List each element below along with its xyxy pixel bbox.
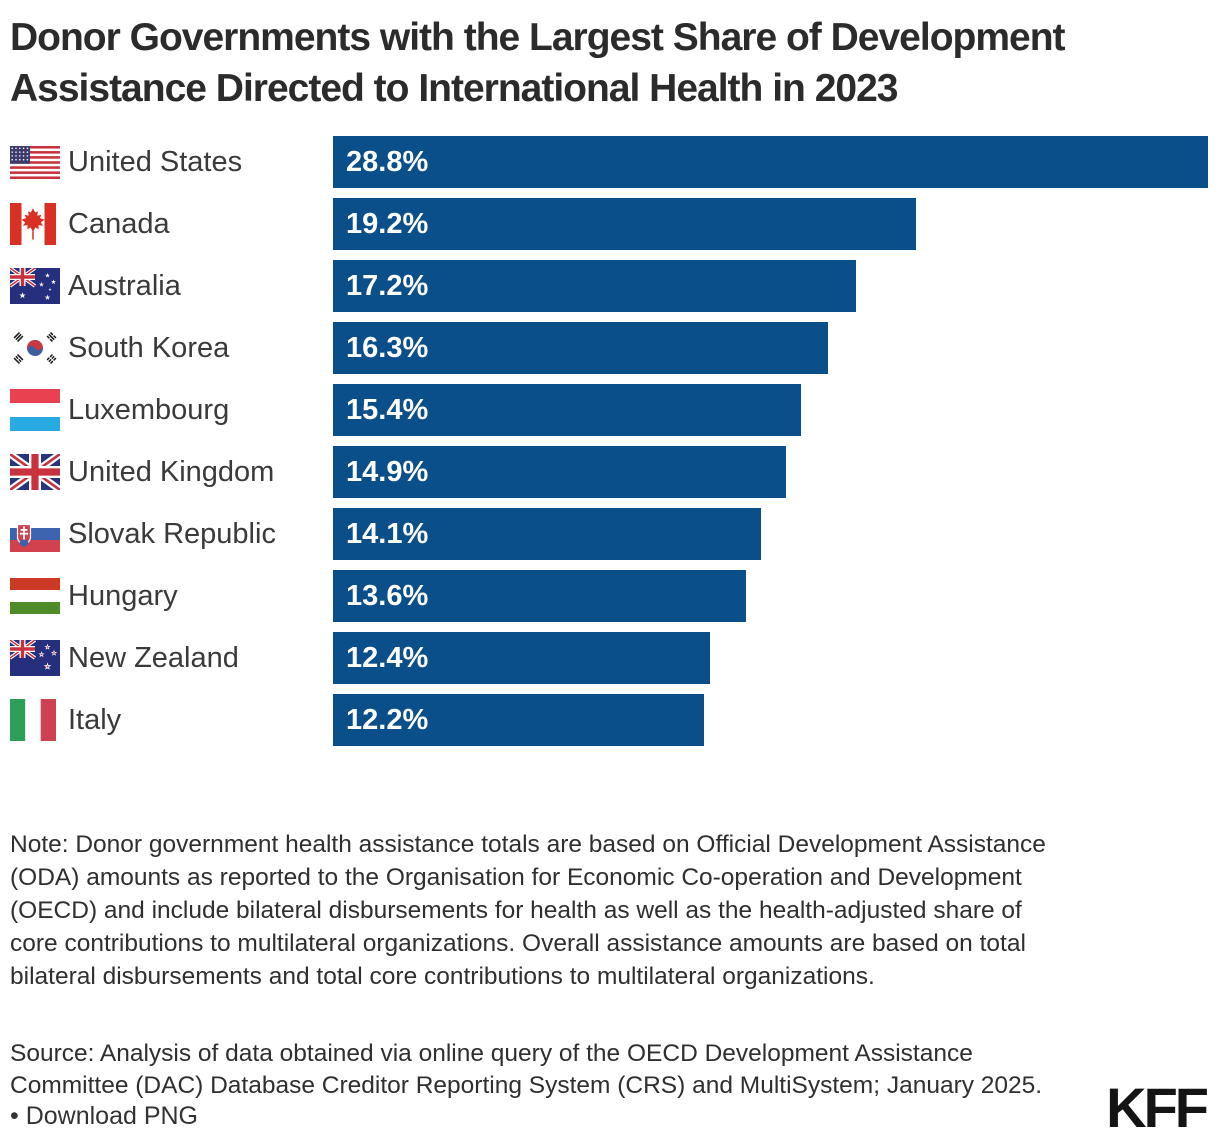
flag-slovak-republic-icon bbox=[10, 516, 60, 552]
chart-row: South Korea 16.3% bbox=[10, 322, 1215, 374]
bar: 14.1% bbox=[333, 508, 761, 560]
country-label: New Zealand bbox=[68, 641, 239, 674]
bar-value-label: 16.3% bbox=[346, 331, 429, 364]
bar: 28.8% bbox=[333, 136, 1208, 188]
bar-value-label: 12.4% bbox=[346, 641, 429, 674]
flag-south-korea-icon bbox=[10, 329, 60, 367]
bar: 17.2% bbox=[333, 260, 856, 312]
bar: 16.3% bbox=[333, 322, 828, 374]
country-label: Australia bbox=[68, 269, 181, 302]
flag-canada-icon bbox=[10, 203, 60, 245]
flag-luxembourg-icon bbox=[10, 389, 60, 431]
chart-row: United States 28.8% bbox=[10, 136, 1215, 188]
bar-value-label: 28.8% bbox=[346, 145, 429, 178]
flag-united-kingdom-icon bbox=[10, 454, 60, 490]
flag-australia-icon bbox=[10, 268, 60, 304]
bar-value-label: 12.2% bbox=[346, 703, 429, 736]
bar-value-label: 19.2% bbox=[346, 207, 429, 240]
source-text: Source: Analysis of data obtained via on… bbox=[10, 1040, 1043, 1099]
country-label: Slovak Republic bbox=[68, 517, 276, 550]
chart-row: Slovak Republic 14.1% bbox=[10, 508, 1215, 560]
kff-logo: KFF bbox=[1106, 1076, 1209, 1139]
chart-row: Luxembourg 15.4% bbox=[10, 384, 1215, 436]
chart-row: United Kingdom 14.9% bbox=[10, 446, 1215, 498]
flag-italy-icon bbox=[10, 699, 60, 741]
bar-value-label: 14.1% bbox=[346, 517, 429, 550]
bar-value-label: 14.9% bbox=[346, 455, 429, 488]
note-text: Note: Donor government health assistance… bbox=[10, 831, 1046, 990]
country-label: Italy bbox=[68, 703, 122, 736]
bar: 19.2% bbox=[333, 198, 916, 250]
flag-hungary-icon bbox=[10, 578, 60, 614]
bar: 13.6% bbox=[333, 570, 746, 622]
bar: 14.9% bbox=[333, 446, 786, 498]
bar-value-label: 13.6% bbox=[346, 579, 429, 612]
chart-title: Donor Governments with the Largest Share… bbox=[10, 16, 1066, 110]
download-png-link[interactable]: • Download PNG bbox=[10, 1102, 199, 1130]
chart-row: Italy 12.2% bbox=[10, 694, 1215, 746]
flag-new-zealand-icon bbox=[10, 640, 60, 676]
bar-chart: United States 28.8% Canada 19.2% bbox=[10, 136, 1215, 756]
country-label: Hungary bbox=[68, 579, 178, 612]
country-label: Luxembourg bbox=[68, 393, 230, 426]
bar-value-label: 15.4% bbox=[346, 393, 429, 426]
bar-value-label: 17.2% bbox=[346, 269, 429, 302]
chart-row: Canada 19.2% bbox=[10, 198, 1215, 250]
country-label: South Korea bbox=[68, 331, 230, 364]
country-label: United States bbox=[68, 145, 243, 178]
flag-united-states-icon bbox=[10, 145, 60, 179]
chart-row: Hungary 13.6% bbox=[10, 570, 1215, 622]
chart-row: Australia 17.2% bbox=[10, 260, 1215, 312]
country-label: Canada bbox=[68, 207, 170, 240]
bar: 15.4% bbox=[333, 384, 801, 436]
bar: 12.2% bbox=[333, 694, 704, 746]
country-label: United Kingdom bbox=[68, 455, 275, 488]
bar: 12.4% bbox=[333, 632, 710, 684]
chart-row: New Zealand 12.4% bbox=[10, 632, 1215, 684]
